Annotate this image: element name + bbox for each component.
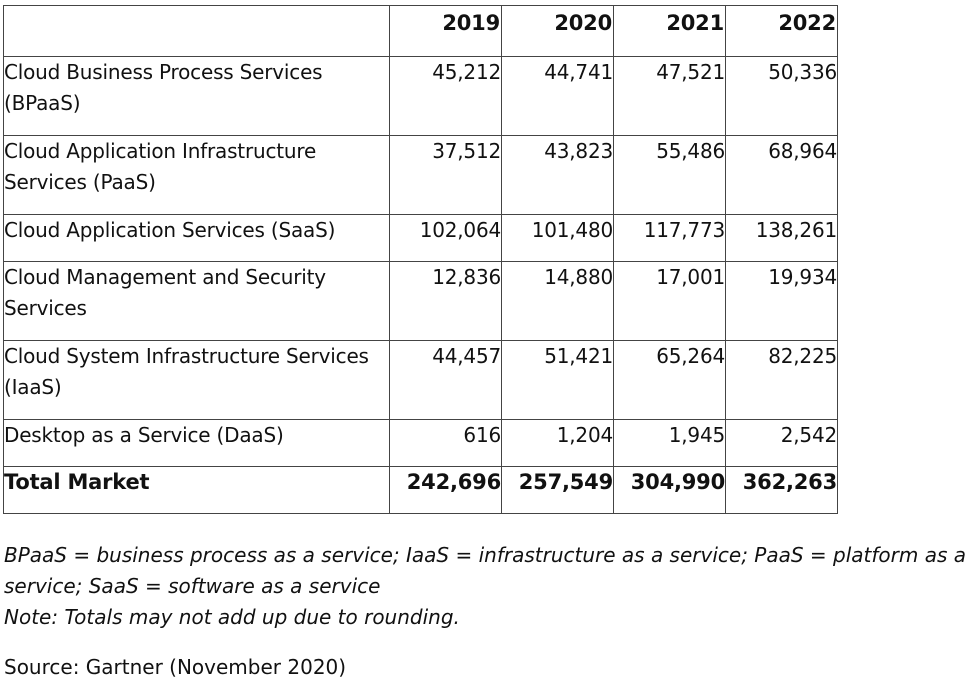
data-cell: 37,512 xyxy=(389,135,502,215)
row-label: Cloud Application Services (SaaS) xyxy=(3,214,390,262)
data-cell: 55,486 xyxy=(613,135,726,215)
table-row: Cloud Management and Security Services 1… xyxy=(3,261,838,341)
total-cell: 362,263 xyxy=(725,466,838,514)
column-header-2020: 2020 xyxy=(501,5,614,57)
table-row: Cloud Business Process Services (BPaaS) … xyxy=(3,56,838,136)
data-cell: 117,773 xyxy=(613,214,726,262)
data-cell: 47,521 xyxy=(613,56,726,136)
data-cell: 68,964 xyxy=(725,135,838,215)
table-row: Desktop as a Service (DaaS) 616 1,204 1,… xyxy=(3,419,838,467)
data-cell: 1,945 xyxy=(613,419,726,467)
total-cell: 257,549 xyxy=(501,466,614,514)
data-cell: 43,823 xyxy=(501,135,614,215)
table-row: Cloud Application Services (SaaS) 102,06… xyxy=(3,214,838,262)
data-cell: 45,212 xyxy=(389,56,502,136)
row-label: Desktop as a Service (DaaS) xyxy=(3,419,390,467)
data-cell: 82,225 xyxy=(725,340,838,420)
data-cell: 1,204 xyxy=(501,419,614,467)
table-notes: BPaaS = business process as a service; I… xyxy=(4,540,974,683)
data-cell: 102,064 xyxy=(389,214,502,262)
column-header-2021: 2021 xyxy=(613,5,726,57)
market-table: 2019 2020 2021 2022 Cloud Business Proce… xyxy=(3,5,838,514)
table-row: Cloud Application Infrastructure Service… xyxy=(3,135,838,215)
data-cell: 101,480 xyxy=(501,214,614,262)
source-note: Source: Gartner (November 2020) xyxy=(4,655,347,679)
total-cell: 304,990 xyxy=(613,466,726,514)
corner-cell xyxy=(3,5,390,57)
data-cell: 65,264 xyxy=(613,340,726,420)
data-cell: 2,542 xyxy=(725,419,838,467)
total-label: Total Market xyxy=(3,466,390,514)
data-cell: 14,880 xyxy=(501,261,614,341)
row-label: Cloud Application Infrastructure Service… xyxy=(3,135,390,215)
header-row: 2019 2020 2021 2022 xyxy=(3,5,838,57)
column-header-2022: 2022 xyxy=(725,5,838,57)
column-header-2019: 2019 xyxy=(389,5,502,57)
rounding-note: Note: Totals may not add up due to round… xyxy=(4,605,460,629)
row-label: Cloud Business Process Services (BPaaS) xyxy=(3,56,390,136)
row-label: Cloud System Infrastructure Services (Ia… xyxy=(3,340,390,420)
table-row: Cloud System Infrastructure Services (Ia… xyxy=(3,340,838,420)
data-cell: 44,741 xyxy=(501,56,614,136)
data-cell: 138,261 xyxy=(725,214,838,262)
data-cell: 12,836 xyxy=(389,261,502,341)
abbreviations-note: BPaaS = business process as a service; I… xyxy=(4,543,967,598)
data-cell: 17,001 xyxy=(613,261,726,341)
data-cell: 44,457 xyxy=(389,340,502,420)
data-cell: 51,421 xyxy=(501,340,614,420)
data-cell: 616 xyxy=(389,419,502,467)
total-row: Total Market 242,696 257,549 304,990 362… xyxy=(3,466,838,514)
row-label: Cloud Management and Security Services xyxy=(3,261,390,341)
total-cell: 242,696 xyxy=(389,466,502,514)
data-cell: 19,934 xyxy=(725,261,838,341)
data-cell: 50,336 xyxy=(725,56,838,136)
